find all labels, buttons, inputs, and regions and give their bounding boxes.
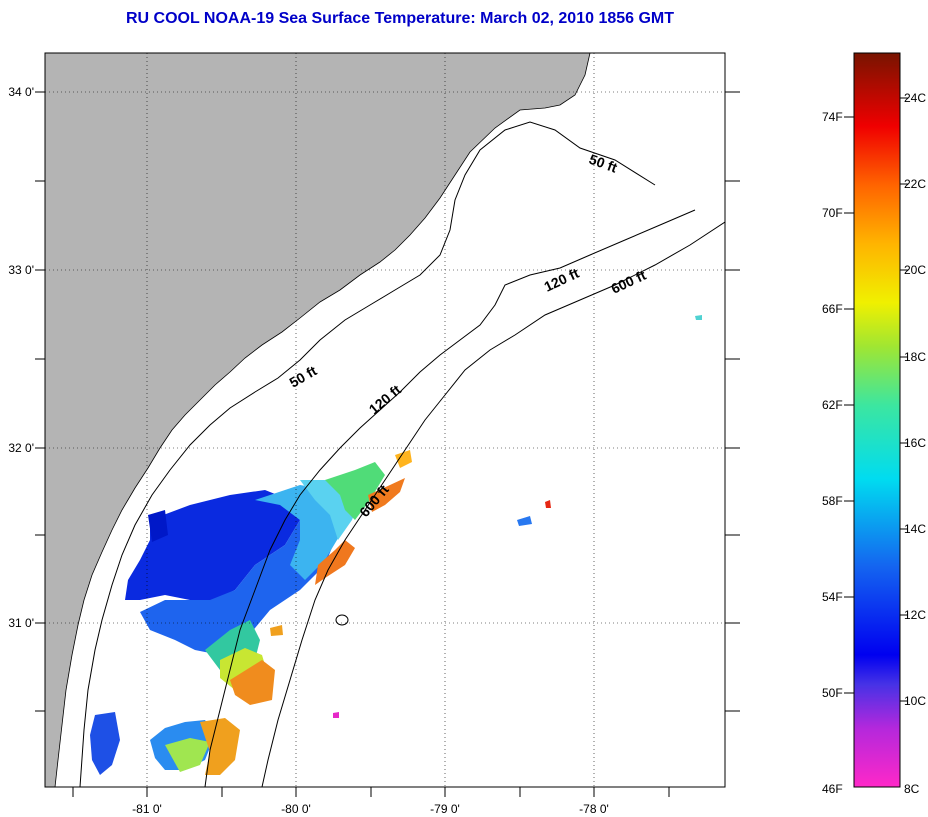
lon-label-80: -80 0' (281, 802, 311, 816)
colorbar-f-46: 46F (822, 782, 843, 796)
lat-label-34: 34 0' (8, 85, 34, 99)
colorbar-f-66: 66F (822, 302, 843, 316)
grid-lines (45, 53, 725, 787)
land (45, 53, 591, 787)
colorbar (853, 52, 901, 788)
colorbar-c-14: 14C (904, 522, 927, 536)
colorbar-f-70: 70F (822, 206, 843, 220)
colorbar-f-74: 74F (822, 110, 843, 124)
map-frame (44, 52, 726, 788)
colorbar-c-16: 16C (904, 436, 927, 450)
lon-label-81: -81 0' (132, 802, 162, 816)
colorbar-c-18: 18C (904, 350, 927, 364)
colorbar-c-8: 8C (904, 782, 920, 796)
colorbar-f-58: 58F (822, 494, 843, 508)
colorbar-c-22: 22C (904, 177, 927, 191)
colorbar-ticks (844, 97, 908, 702)
depth-contours (79, 121, 725, 787)
colorbar-c-10: 10C (904, 694, 927, 708)
lat-label-32: 32 0' (8, 441, 34, 455)
lat-label-33: 33 0' (8, 263, 34, 277)
lat-label-31: 31 0' (8, 616, 34, 630)
colorbar-f-54: 54F (822, 590, 843, 604)
colorbar-c-24: 24C (904, 91, 927, 105)
colorbar-f-50: 50F (822, 686, 843, 700)
colorbar-c-12: 12C (904, 608, 927, 622)
sst-patches (90, 315, 702, 775)
colorbar-f-62: 62F (822, 398, 843, 412)
tick-marks (35, 91, 740, 797)
colorbar-c-20: 20C (904, 263, 927, 277)
lon-label-78: -78 0' (579, 802, 609, 816)
map-title: RU COOL NOAA-19 Sea Surface Temperature:… (125, 10, 675, 27)
lon-label-79: -79 0' (430, 802, 460, 816)
